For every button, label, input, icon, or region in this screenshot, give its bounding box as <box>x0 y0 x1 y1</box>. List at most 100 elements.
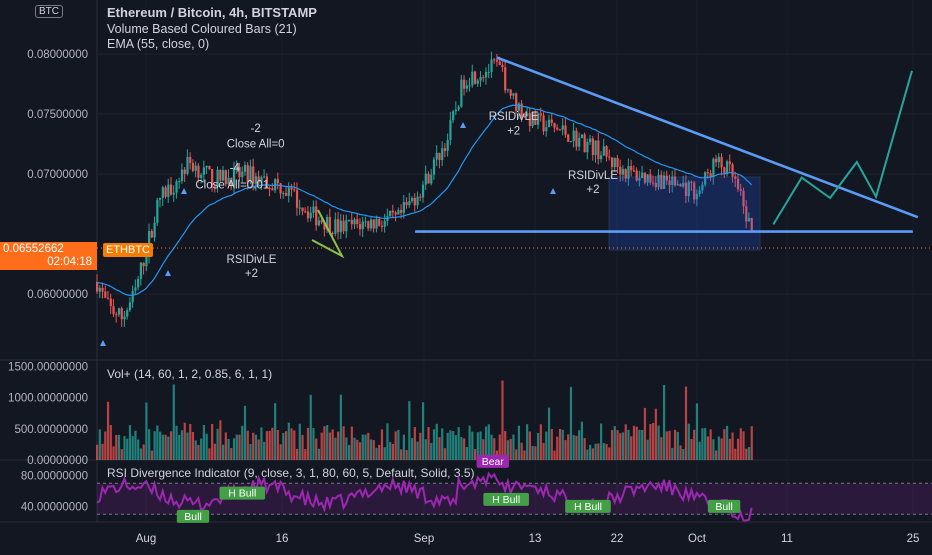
volume-bar <box>578 430 581 460</box>
volume-bar <box>408 401 411 460</box>
volume-bar <box>241 425 244 460</box>
volume-bar <box>413 426 416 460</box>
volume-bar <box>501 380 504 460</box>
candle-body <box>265 176 269 189</box>
volume-bar <box>739 428 742 460</box>
candle-body <box>410 197 414 202</box>
volume-bar <box>632 425 636 460</box>
candle-body <box>109 298 112 307</box>
chart-title[interactable]: Ethereum / Bitcoin, 4h, BITSTAMP <box>107 5 317 20</box>
current-price-tag: 0.06552662 02:04:18 <box>0 242 97 270</box>
candle-body <box>534 112 537 125</box>
volume-pane-title: Vol+ (14, 60, 1, 2, 0.85, 6, 1, 1) <box>107 367 272 381</box>
candle-body <box>432 159 436 175</box>
volume-bar <box>506 440 510 460</box>
x-tick-label: Sep <box>414 533 434 545</box>
candle-body <box>156 199 159 223</box>
volume-y-tick-label: 1000.00000000 <box>8 393 88 405</box>
volume-bar <box>361 434 364 460</box>
volume-bar <box>509 438 512 460</box>
candle-body <box>197 165 200 178</box>
candle-body <box>208 165 211 170</box>
candle-body <box>175 181 178 193</box>
volume-bar <box>657 425 660 460</box>
volume-y-tick-label: 0.00000000 <box>27 455 88 467</box>
y-tick-label: 0.07500000 <box>27 109 88 121</box>
volume-bar <box>457 427 460 460</box>
candle-body <box>405 202 408 206</box>
candle-body <box>219 169 222 181</box>
candle-body <box>194 165 197 171</box>
candle-body <box>211 169 214 187</box>
volume-bar <box>750 426 753 460</box>
volume-bar <box>378 444 381 460</box>
candle-body <box>172 192 175 195</box>
volume-bar <box>290 428 293 460</box>
candle-body <box>671 176 674 186</box>
volume-bar <box>621 432 625 460</box>
volume-bar <box>123 436 126 460</box>
candle-body <box>263 176 266 178</box>
candle-body <box>676 184 679 186</box>
indicator-ema[interactable]: EMA (55, close, 0) <box>107 37 210 51</box>
volume-bar <box>701 428 704 460</box>
candle-body <box>150 231 153 238</box>
candle-body <box>572 130 575 142</box>
candle-body <box>304 211 307 213</box>
candle-body <box>167 184 170 197</box>
volume-bar <box>599 423 603 460</box>
candle-body <box>189 156 192 163</box>
candle-body <box>279 183 282 194</box>
volume-bar <box>550 429 553 460</box>
symbol-tag: ETHBTC <box>103 243 153 257</box>
volume-bar <box>109 425 112 460</box>
candle-body <box>101 287 104 292</box>
volume-bar <box>293 430 296 460</box>
volume-bar <box>386 423 389 460</box>
candle-body <box>605 146 608 157</box>
volume-bar <box>745 448 748 460</box>
volume-bar <box>164 434 167 460</box>
chart-annotation: +2 <box>586 184 599 196</box>
volume-bar <box>627 429 630 460</box>
candle-body <box>402 202 405 213</box>
volume-bar <box>328 432 332 460</box>
x-tick-label: Aug <box>136 533 156 545</box>
candle-body <box>276 179 279 184</box>
candle-body <box>479 77 482 81</box>
candle-body <box>501 64 504 68</box>
y-tick-label: 0.07000000 <box>27 169 88 181</box>
indicator-volume-bars[interactable]: Volume Based Coloured Bars (21) <box>107 22 297 36</box>
candle-body <box>597 140 600 160</box>
candle-body <box>345 220 348 232</box>
candle-body <box>506 89 510 91</box>
volume-bar <box>515 449 518 460</box>
volume-bar <box>410 438 414 460</box>
candle-body <box>260 177 263 183</box>
volume-bar <box>608 447 611 460</box>
volume-bar <box>191 431 195 460</box>
volume-bar <box>397 429 400 460</box>
candle-body <box>599 155 603 160</box>
volume-bar <box>520 442 523 460</box>
volume-bar <box>104 431 107 460</box>
volume-bar <box>263 441 266 460</box>
volume-bar <box>342 426 345 460</box>
volume-bar <box>131 436 134 460</box>
volume-bar <box>126 438 129 460</box>
candle-body <box>98 287 101 292</box>
candle-body <box>413 197 416 206</box>
volume-bar <box>602 443 605 460</box>
candle-body <box>471 71 474 86</box>
volume-bar <box>350 426 353 460</box>
volume-bar <box>693 429 696 460</box>
currency-badge[interactable]: BTC <box>35 5 63 18</box>
volume-bar <box>106 401 110 460</box>
volume-bar <box>471 431 474 460</box>
volume-bar <box>211 424 214 460</box>
candle-body <box>139 262 143 279</box>
x-tick-label: 16 <box>276 533 289 545</box>
candle-body <box>649 174 652 183</box>
